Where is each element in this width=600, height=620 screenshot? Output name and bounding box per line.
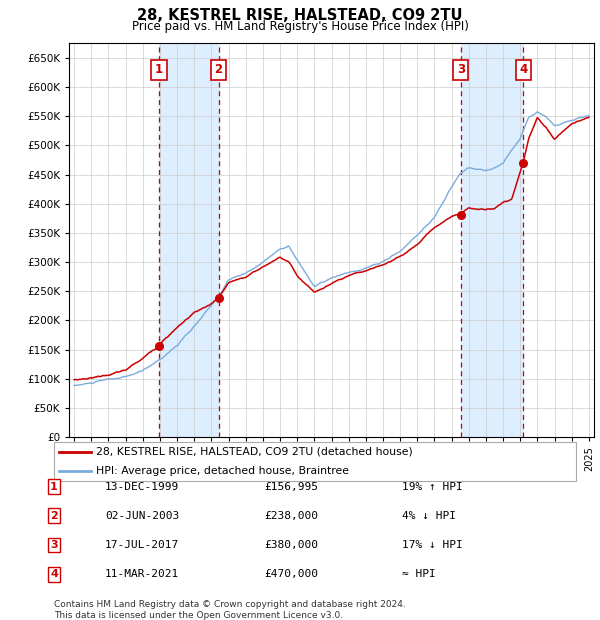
Text: 3: 3	[50, 540, 58, 550]
Text: ≈ HPI: ≈ HPI	[402, 569, 436, 579]
Text: 1: 1	[155, 63, 163, 76]
Text: 2: 2	[215, 63, 223, 76]
Text: £238,000: £238,000	[264, 511, 318, 521]
Text: £380,000: £380,000	[264, 540, 318, 550]
Text: £470,000: £470,000	[264, 569, 318, 579]
Text: Price paid vs. HM Land Registry's House Price Index (HPI): Price paid vs. HM Land Registry's House …	[131, 20, 469, 33]
FancyBboxPatch shape	[54, 442, 576, 481]
Text: 17-JUL-2017: 17-JUL-2017	[105, 540, 179, 550]
Bar	[461, 43, 523, 437]
Text: 02-JUN-2003: 02-JUN-2003	[105, 511, 179, 521]
Text: 4% ↓ HPI: 4% ↓ HPI	[402, 511, 456, 521]
Text: 4: 4	[50, 569, 58, 579]
Text: 17% ↓ HPI: 17% ↓ HPI	[402, 540, 463, 550]
Text: 13-DEC-1999: 13-DEC-1999	[105, 482, 179, 492]
Text: 11-MAR-2021: 11-MAR-2021	[105, 569, 179, 579]
Text: 1: 1	[50, 482, 58, 492]
Text: 28, KESTREL RISE, HALSTEAD, CO9 2TU (detached house): 28, KESTREL RISE, HALSTEAD, CO9 2TU (det…	[96, 446, 413, 457]
Text: 3: 3	[457, 63, 465, 76]
Text: £156,995: £156,995	[264, 482, 318, 492]
Text: Contains HM Land Registry data © Crown copyright and database right 2024.
This d: Contains HM Land Registry data © Crown c…	[54, 600, 406, 619]
Text: 4: 4	[520, 63, 527, 76]
Text: 28, KESTREL RISE, HALSTEAD, CO9 2TU: 28, KESTREL RISE, HALSTEAD, CO9 2TU	[137, 8, 463, 23]
Bar	[159, 43, 218, 437]
Text: 2: 2	[50, 511, 58, 521]
Text: 19% ↑ HPI: 19% ↑ HPI	[402, 482, 463, 492]
Text: HPI: Average price, detached house, Braintree: HPI: Average price, detached house, Brai…	[96, 466, 349, 476]
